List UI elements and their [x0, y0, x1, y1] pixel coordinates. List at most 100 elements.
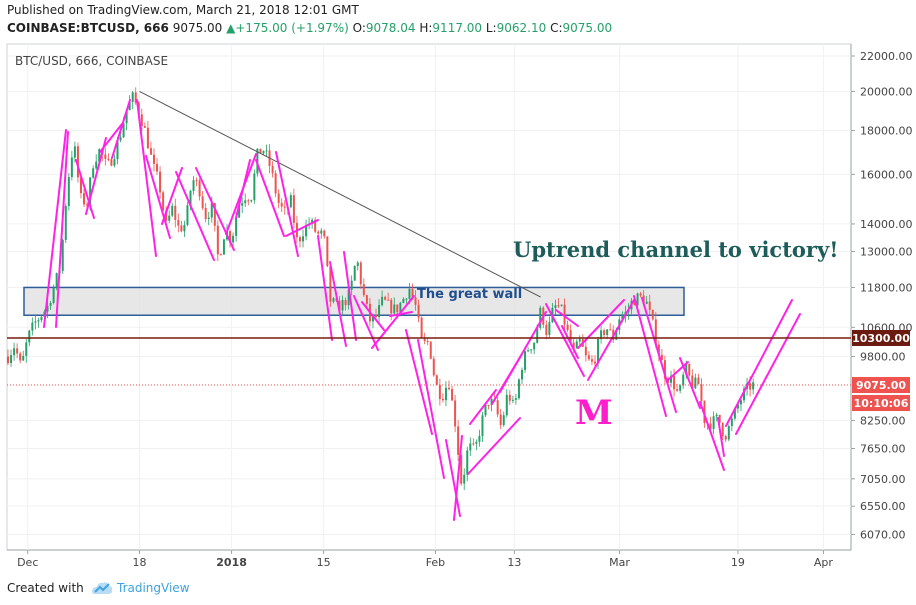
candle-body — [554, 305, 557, 308]
candle-body — [235, 217, 238, 236]
x-tick-label: 18 — [133, 556, 147, 569]
candle-body — [393, 304, 396, 314]
candle-body — [524, 351, 527, 370]
swing-stroke — [329, 261, 347, 347]
candle-body — [749, 383, 752, 390]
candle-body — [289, 195, 292, 208]
candle-body — [536, 327, 539, 343]
candle-body — [52, 287, 55, 303]
swing-stroke — [111, 99, 131, 159]
symbol-label: COINBASE:BTCUSD, 666 — [7, 21, 169, 35]
y-tick-label: 16000.00 — [860, 168, 913, 181]
swing-stroke — [85, 137, 107, 215]
candle-body — [642, 295, 645, 304]
candle-body — [365, 295, 368, 304]
candle-body — [603, 330, 606, 335]
candle-body — [527, 350, 530, 352]
y-tick-label: 7650.00 — [860, 442, 906, 455]
candle-body — [508, 394, 511, 401]
candle-body — [262, 151, 265, 154]
swing-stroke — [445, 439, 461, 517]
candle-body — [499, 414, 502, 426]
candle-body — [490, 398, 493, 406]
candle-body — [67, 177, 70, 206]
candle-body — [180, 225, 183, 232]
candle-body — [79, 177, 82, 194]
candle-body — [40, 316, 43, 321]
candle-body — [341, 299, 344, 311]
candle-body — [463, 474, 466, 484]
candle-body — [146, 127, 149, 149]
candle-body — [457, 426, 460, 455]
candle-body — [694, 377, 697, 389]
candle-body — [621, 315, 624, 320]
swing-stroke — [699, 401, 725, 471]
m-pattern-label: M — [575, 393, 613, 433]
candle-body — [241, 203, 244, 206]
swing-stroke — [499, 311, 547, 393]
x-tick-label: 19 — [731, 556, 745, 569]
candle-body — [204, 207, 207, 220]
candle-body — [171, 205, 174, 216]
candle-body — [292, 195, 295, 223]
levels-layer: 10300.00 9075.00 10:10:06 — [7, 329, 910, 412]
candle-body — [685, 363, 688, 375]
candle-body — [247, 200, 250, 202]
level-badge-label: 10300.00 — [852, 332, 910, 345]
candle-body — [162, 192, 165, 211]
swing-stroke — [285, 219, 319, 237]
published-note: Published on TradingView.com, March 21, … — [7, 3, 359, 17]
swing-stroke — [469, 389, 497, 425]
candle-body — [414, 297, 417, 305]
footer: Created with TradingView — [0, 574, 916, 605]
candle-body — [189, 190, 192, 206]
candle-body — [752, 382, 755, 390]
candle-body — [283, 206, 286, 208]
swing-stroke — [667, 361, 689, 381]
candle-body — [95, 161, 98, 169]
candle-body — [250, 200, 253, 202]
swing-stroke — [235, 159, 251, 219]
candle-body — [384, 296, 387, 300]
candle-body — [496, 400, 499, 415]
candle-body — [31, 322, 34, 331]
candle-body — [222, 239, 225, 255]
swing-stroke — [343, 251, 357, 341]
candle-body — [396, 304, 399, 313]
candle-body — [530, 349, 533, 351]
y-tick-label: 11800.00 — [860, 281, 913, 294]
candle-body — [359, 262, 362, 285]
candle-body — [548, 322, 551, 335]
candle-body — [152, 154, 155, 164]
candle-body — [210, 203, 213, 218]
candles-layer — [7, 87, 755, 491]
x-tick-label: 2018 — [216, 556, 247, 569]
candle-body — [688, 363, 691, 376]
candle-body — [575, 341, 578, 349]
tradingview-link[interactable]: TradingView — [117, 581, 190, 595]
tradingview-logo-icon[interactable] — [90, 579, 114, 597]
swing-stroke — [555, 309, 579, 327]
candle-body — [715, 414, 718, 417]
candle-body — [159, 171, 162, 193]
price-change: +175.00 (+1.97%) — [235, 21, 349, 35]
y-tick-label: 14000.00 — [860, 218, 913, 231]
candle-body — [679, 385, 682, 391]
x-tick-label: Feb — [426, 556, 445, 569]
candle-body — [676, 389, 679, 391]
candle-body — [590, 359, 593, 362]
time-axis[interactable]: Dec 18 2018 15 Feb 13 Mar 19 Apr — [17, 44, 833, 569]
candle-body — [478, 435, 481, 442]
candle-body — [636, 293, 639, 306]
candle-body — [98, 149, 101, 162]
candle-body — [381, 296, 384, 306]
candle-body — [122, 123, 125, 138]
candle-body — [7, 356, 9, 364]
candle-body — [119, 137, 122, 141]
candle-body — [609, 329, 612, 331]
x-tick-label: Mar — [609, 556, 630, 569]
candle-body — [600, 330, 603, 340]
candle-body — [149, 148, 152, 155]
x-tick-label: Dec — [17, 556, 38, 569]
